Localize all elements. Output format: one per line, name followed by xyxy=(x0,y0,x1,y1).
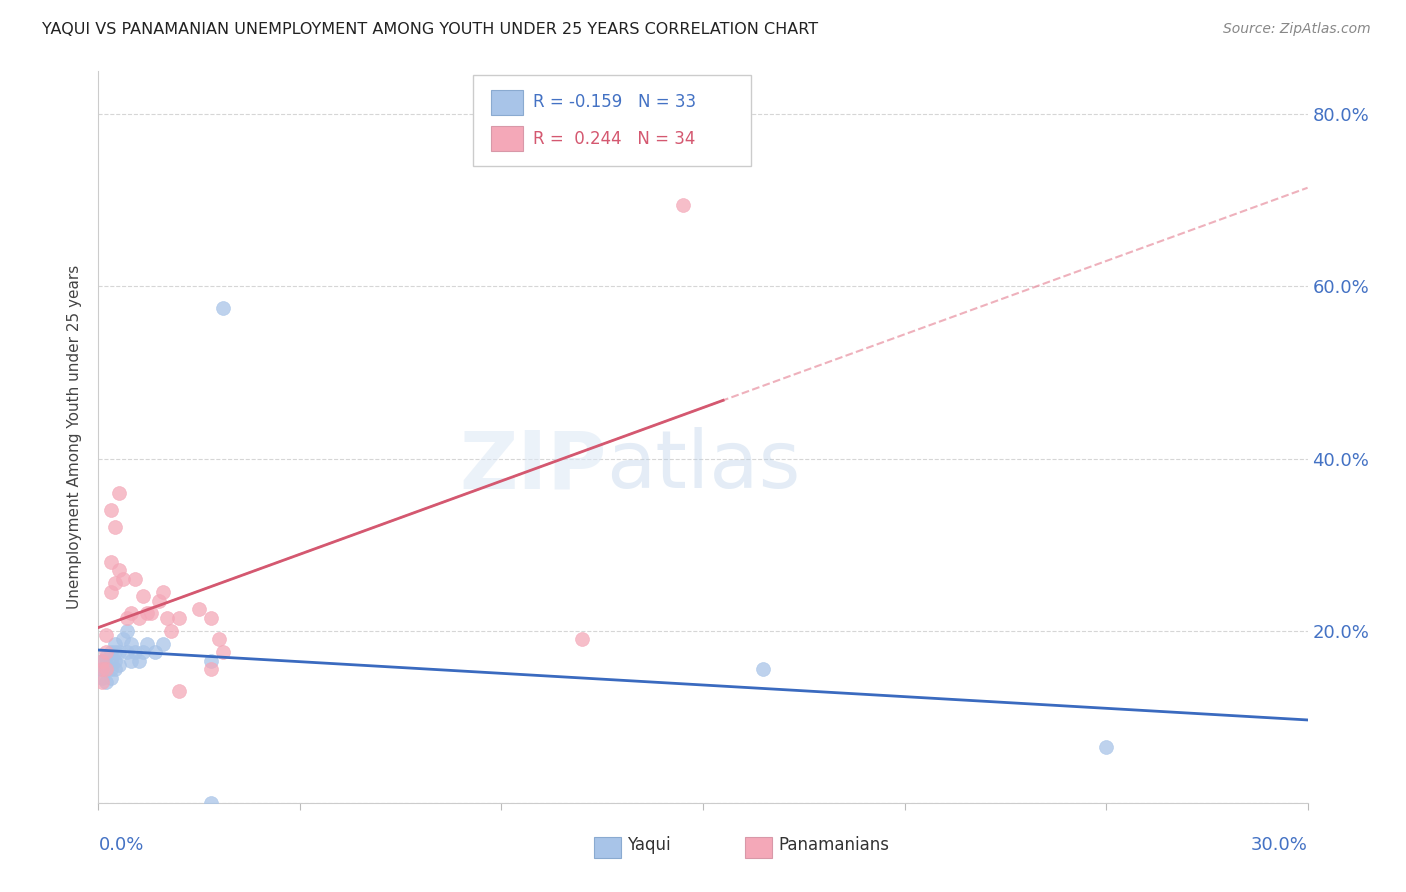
Point xyxy=(111,572,134,586)
Bar xyxy=(595,838,621,858)
Point xyxy=(135,607,157,621)
Point xyxy=(188,602,211,616)
Point xyxy=(152,585,174,599)
Point xyxy=(120,607,142,621)
Point xyxy=(96,628,118,642)
Point xyxy=(96,662,118,676)
Text: atlas: atlas xyxy=(606,427,800,506)
Point xyxy=(103,654,125,668)
Point xyxy=(128,654,150,668)
Point xyxy=(212,301,235,315)
Point xyxy=(167,611,190,625)
Text: R = -0.159   N = 33: R = -0.159 N = 33 xyxy=(533,93,696,112)
Bar xyxy=(492,89,523,114)
Point xyxy=(132,589,155,603)
Point xyxy=(107,658,129,673)
Point xyxy=(100,654,122,668)
Point xyxy=(107,564,129,578)
Point xyxy=(167,684,190,698)
Point xyxy=(120,637,142,651)
Point xyxy=(200,796,222,810)
Text: 30.0%: 30.0% xyxy=(1251,836,1308,854)
Point xyxy=(103,645,125,659)
Point xyxy=(107,645,129,659)
Point xyxy=(100,585,122,599)
Point xyxy=(120,654,142,668)
Point xyxy=(115,611,138,625)
Point xyxy=(139,607,162,621)
Point xyxy=(96,645,118,659)
Bar xyxy=(745,838,772,858)
Point xyxy=(91,671,114,685)
Point xyxy=(200,654,222,668)
Point xyxy=(200,611,222,625)
FancyBboxPatch shape xyxy=(474,75,751,167)
Point xyxy=(124,572,146,586)
Text: R =  0.244   N = 34: R = 0.244 N = 34 xyxy=(533,129,695,148)
Point xyxy=(152,637,174,651)
Point xyxy=(103,576,125,591)
Point xyxy=(91,662,114,676)
Point xyxy=(160,624,183,638)
Text: ZIP: ZIP xyxy=(458,427,606,506)
Text: Panamanians: Panamanians xyxy=(778,836,889,855)
Point xyxy=(103,662,125,676)
Point xyxy=(100,671,122,685)
Point xyxy=(107,486,129,500)
Point xyxy=(91,654,114,668)
Y-axis label: Unemployment Among Youth under 25 years: Unemployment Among Youth under 25 years xyxy=(67,265,83,609)
Point xyxy=(91,654,114,668)
Point xyxy=(103,637,125,651)
Point xyxy=(100,555,122,569)
Point xyxy=(156,611,179,625)
Text: Yaqui: Yaqui xyxy=(627,836,671,855)
Point xyxy=(124,645,146,659)
Point xyxy=(91,662,114,676)
Point xyxy=(96,675,118,690)
Point xyxy=(128,611,150,625)
Point xyxy=(96,658,118,673)
Point xyxy=(91,675,114,690)
Text: YAQUI VS PANAMANIAN UNEMPLOYMENT AMONG YOUTH UNDER 25 YEARS CORRELATION CHART: YAQUI VS PANAMANIAN UNEMPLOYMENT AMONG Y… xyxy=(42,22,818,37)
Point xyxy=(672,198,695,212)
Point xyxy=(135,637,157,651)
Text: 0.0%: 0.0% xyxy=(98,836,143,854)
Point xyxy=(208,632,231,647)
Point xyxy=(115,645,138,659)
Point xyxy=(96,662,118,676)
Point xyxy=(103,520,125,534)
Point xyxy=(100,662,122,676)
Bar xyxy=(492,126,523,151)
Point xyxy=(132,645,155,659)
Point xyxy=(571,632,593,647)
Point xyxy=(115,624,138,638)
Point xyxy=(96,649,118,664)
Point xyxy=(1095,739,1118,754)
Point xyxy=(752,662,775,676)
Point xyxy=(200,662,222,676)
Point xyxy=(100,645,122,659)
Text: Source: ZipAtlas.com: Source: ZipAtlas.com xyxy=(1223,22,1371,37)
Point xyxy=(148,593,170,607)
Point xyxy=(111,632,134,647)
Point xyxy=(212,645,235,659)
Point xyxy=(100,503,122,517)
Point xyxy=(143,645,166,659)
